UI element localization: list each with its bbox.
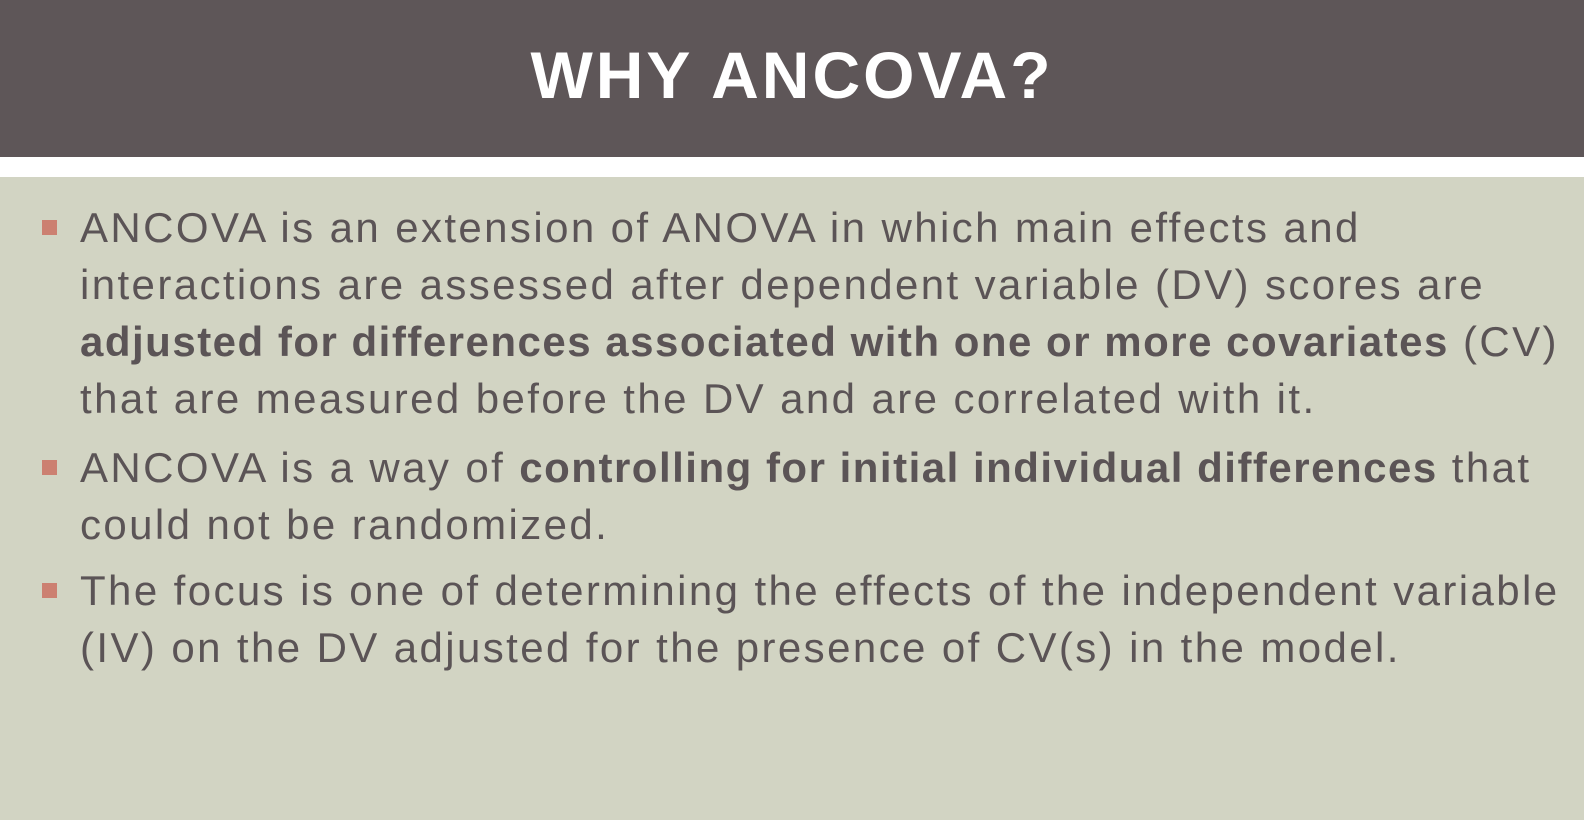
bullet-text: The focus is one of determining the effe… (80, 567, 1560, 671)
slide-title: WHY ANCOVA? (530, 37, 1054, 112)
bullet-text: (CV) that are measured before the DV and… (80, 318, 1559, 422)
bullet-text: ANCOVA is an extension of ANOVA in which… (80, 204, 1486, 308)
bullet-text: ANCOVA is a way of (80, 444, 520, 491)
square-bullet-icon (42, 460, 57, 475)
title-divider (0, 157, 1584, 177)
bullet-item: The focus is one of determining the effe… (40, 562, 1570, 676)
bullet-text-emphasis: controlling for initial individual diffe… (519, 444, 1438, 491)
title-band: WHY ANCOVA? (0, 0, 1584, 157)
square-bullet-icon (42, 583, 57, 598)
bullet-list: ANCOVA is an extension of ANOVA in which… (40, 199, 1570, 676)
bullet-item: ANCOVA is an extension of ANOVA in which… (40, 199, 1570, 427)
square-bullet-icon (42, 220, 57, 235)
bullet-item: ANCOVA is a way of controlling for initi… (40, 439, 1570, 553)
bullet-text-emphasis: adjusted for differences associated with… (80, 318, 1449, 365)
bullet-text: that could not be randomized. (80, 444, 1532, 548)
slide-body: ANCOVA is an extension of ANOVA in which… (0, 177, 1584, 820)
